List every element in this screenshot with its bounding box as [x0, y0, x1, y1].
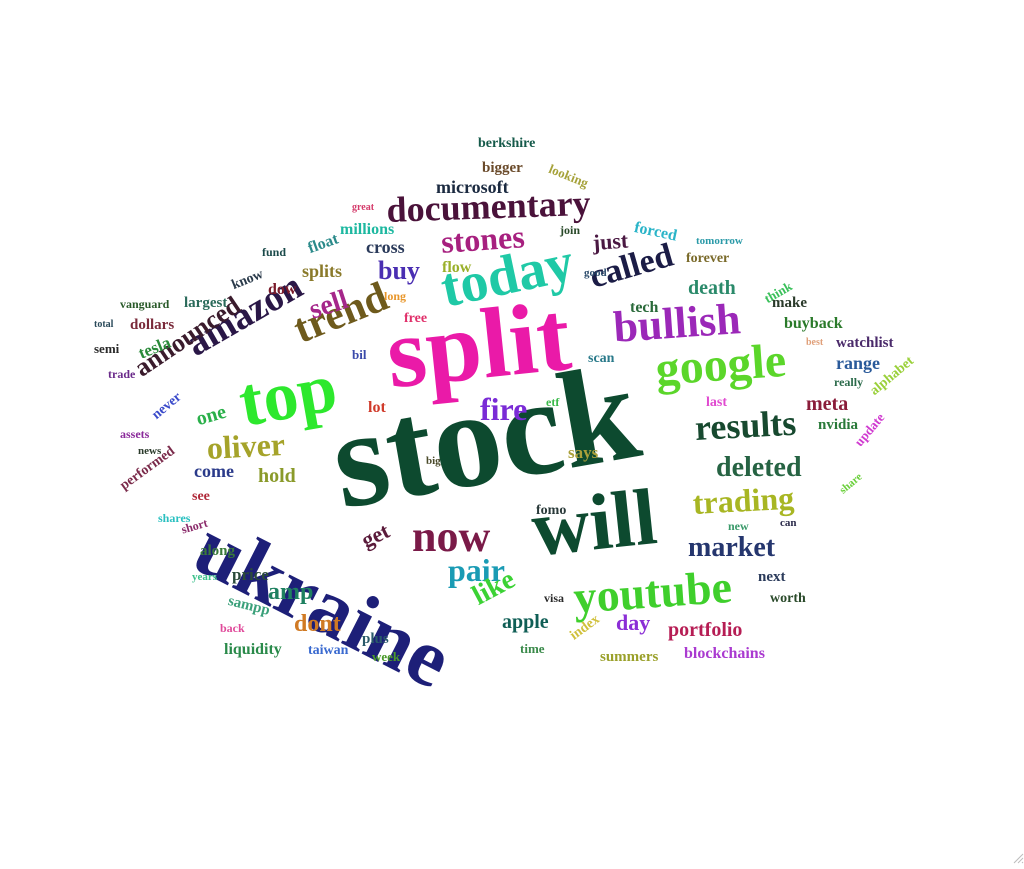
- word-youtube: youtube: [571, 560, 734, 623]
- word-assets: assets: [120, 427, 150, 441]
- word-dollars: dollars: [130, 317, 175, 333]
- word-bil: bil: [352, 347, 367, 362]
- word-scan: scan: [588, 351, 615, 366]
- word-apple: apple: [502, 611, 549, 633]
- word-liquidity: liquidity: [224, 641, 282, 658]
- word-results: results: [693, 402, 798, 448]
- word-blockchains: blockchains: [684, 645, 765, 662]
- word-tomorrow: tomorrow: [696, 235, 743, 247]
- word-price: price: [232, 565, 269, 584]
- word-great: great: [352, 202, 375, 213]
- word-back: back: [220, 621, 245, 635]
- word-good: good: [584, 267, 607, 279]
- word-share: share: [837, 470, 865, 497]
- word-semi: semi: [94, 341, 120, 356]
- word-long: long: [384, 289, 407, 303]
- word-years: years: [192, 571, 218, 583]
- word-summers: summers: [600, 649, 659, 665]
- word-portfolio: portfolio: [668, 619, 743, 641]
- word-market: market: [688, 532, 776, 563]
- word-visa: visa: [544, 591, 565, 605]
- word-bigger: bigger: [482, 160, 523, 176]
- word-plus: plus: [362, 631, 389, 647]
- word-microsoft: microsoft: [436, 177, 509, 197]
- word-splits: splits: [302, 261, 343, 281]
- word-death: death: [688, 277, 736, 299]
- word-oliver: oliver: [205, 425, 286, 466]
- word-now: now: [412, 512, 491, 561]
- word-week: week: [372, 649, 401, 664]
- word-taiwan: taiwan: [308, 643, 349, 658]
- word-range: range: [836, 353, 880, 373]
- word-will: will: [527, 473, 661, 574]
- word-free: free: [404, 311, 428, 326]
- word-fomo: fomo: [536, 503, 567, 518]
- word-shares: shares: [158, 511, 191, 525]
- word-etf: etf: [546, 395, 560, 409]
- word-day: day: [616, 610, 651, 635]
- word-total: total: [94, 319, 114, 330]
- word-index: index: [567, 611, 603, 644]
- word-millions: millions: [340, 221, 395, 238]
- word-says: says: [568, 443, 599, 462]
- word-amp: amp: [268, 579, 314, 605]
- word-best: best: [806, 337, 824, 348]
- word-last: last: [706, 395, 727, 410]
- word-buyback: buyback: [784, 315, 843, 332]
- word-big: big: [426, 455, 441, 467]
- word-trade: trade: [108, 367, 136, 381]
- word-next: next: [758, 569, 786, 585]
- word-never: never: [149, 389, 185, 423]
- word-really: really: [834, 375, 864, 389]
- word-join: join: [560, 223, 581, 237]
- word-stones: stones: [439, 218, 526, 260]
- word-lot: lot: [368, 399, 386, 416]
- word-make: make: [772, 295, 807, 311]
- word-worth: worth: [770, 591, 806, 606]
- word-news: news: [138, 445, 162, 457]
- word-largest: largest: [184, 295, 228, 311]
- word-dow: dow: [268, 281, 297, 298]
- word-berkshire: berkshire: [478, 136, 536, 151]
- word-nvidia: nvidia: [818, 417, 859, 433]
- word-forever: forever: [686, 251, 730, 266]
- word-flow: flow: [442, 259, 472, 276]
- word-vanguard: vanguard: [120, 297, 170, 311]
- word-cross: cross: [366, 237, 405, 257]
- word-buy: buy: [378, 256, 420, 285]
- word-dont: dont: [294, 611, 341, 637]
- word-just: just: [591, 227, 629, 255]
- word-time: time: [520, 641, 545, 656]
- word-pair: pair: [448, 552, 505, 588]
- word-can: can: [780, 517, 797, 529]
- resize-grip-icon[interactable]: [1008, 848, 1024, 864]
- word-see: see: [192, 489, 210, 504]
- word-meta: meta: [806, 393, 849, 415]
- word-fire: fire: [480, 391, 528, 427]
- word-trading: trading: [691, 479, 795, 521]
- word-fund: fund: [262, 245, 287, 259]
- word-hold: hold: [258, 465, 296, 487]
- word-float: float: [305, 230, 341, 258]
- word-tech: tech: [630, 299, 659, 316]
- word-top: top: [233, 349, 343, 442]
- word-watchlist: watchlist: [836, 335, 894, 351]
- word-deleted: deleted: [716, 452, 802, 483]
- word-new: new: [728, 519, 749, 533]
- word-come: come: [194, 461, 234, 481]
- word-along: along: [200, 543, 236, 559]
- word-one: one: [193, 400, 229, 431]
